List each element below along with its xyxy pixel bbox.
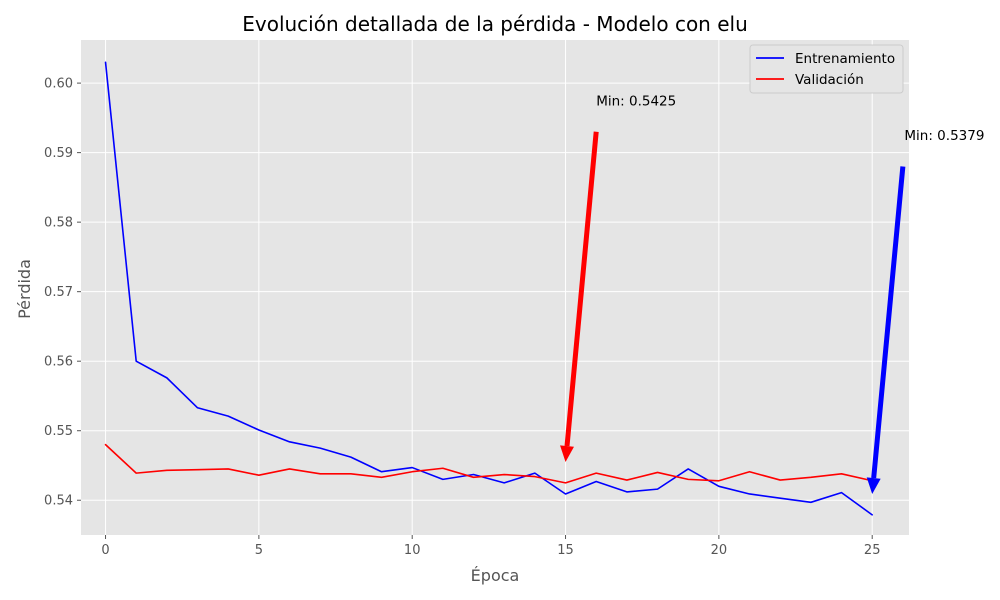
series-line-entrenamiento bbox=[104, 61, 874, 516]
annotations: Min: 0.5425 Min: 0.5379 bbox=[560, 93, 984, 494]
y-tick-label: 0.56 bbox=[44, 355, 73, 370]
x-tick-label: 25 bbox=[864, 543, 881, 558]
y-tick-label: 0.55 bbox=[44, 424, 73, 439]
legend-label-entrenamiento: Entrenamiento bbox=[795, 51, 895, 67]
annotation-arrow-1: Min: 0.5379 bbox=[866, 128, 984, 494]
y-axis-label: Pérdida bbox=[15, 259, 34, 319]
x-tick-label: 5 bbox=[255, 543, 263, 558]
axis-ticks: 0 5 10 15 20 25 0.54 0.55 0.56 0.57 0.58 0.59 0.60 bbox=[44, 77, 880, 558]
x-tick-label: 20 bbox=[711, 543, 728, 558]
y-tick-label: 0.57 bbox=[44, 285, 73, 300]
legend-box bbox=[749, 44, 904, 94]
plot-background bbox=[81, 40, 909, 535]
x-tick-label: 0 bbox=[101, 543, 109, 558]
y-tick-label: 0.58 bbox=[44, 216, 73, 231]
annotation-label-1: Min: 0.5379 bbox=[904, 128, 984, 144]
x-tick-label: 10 bbox=[404, 543, 421, 558]
chart-title: Evolución detallada de la pérdida - Mode… bbox=[242, 12, 748, 36]
arrow-head bbox=[560, 445, 574, 463]
arrow-shaft bbox=[871, 166, 906, 479]
arrow-shaft bbox=[564, 131, 599, 447]
arrow-head bbox=[866, 477, 881, 494]
x-tick-label: 15 bbox=[557, 543, 574, 558]
y-tick-label: 0.60 bbox=[44, 77, 73, 92]
y-tick-label: 0.54 bbox=[44, 494, 73, 509]
legend: Entrenamiento Validación bbox=[749, 44, 904, 94]
legend-label-validacion: Validación bbox=[795, 72, 864, 88]
annotation-label-0: Min: 0.5425 bbox=[596, 93, 676, 109]
y-tick-label: 0.59 bbox=[44, 146, 73, 161]
series-lines bbox=[104, 61, 874, 516]
x-axis-label: Época bbox=[471, 566, 520, 585]
annotation-arrow-0: Min: 0.5425 bbox=[560, 93, 676, 463]
series-line-validacion bbox=[104, 443, 874, 484]
